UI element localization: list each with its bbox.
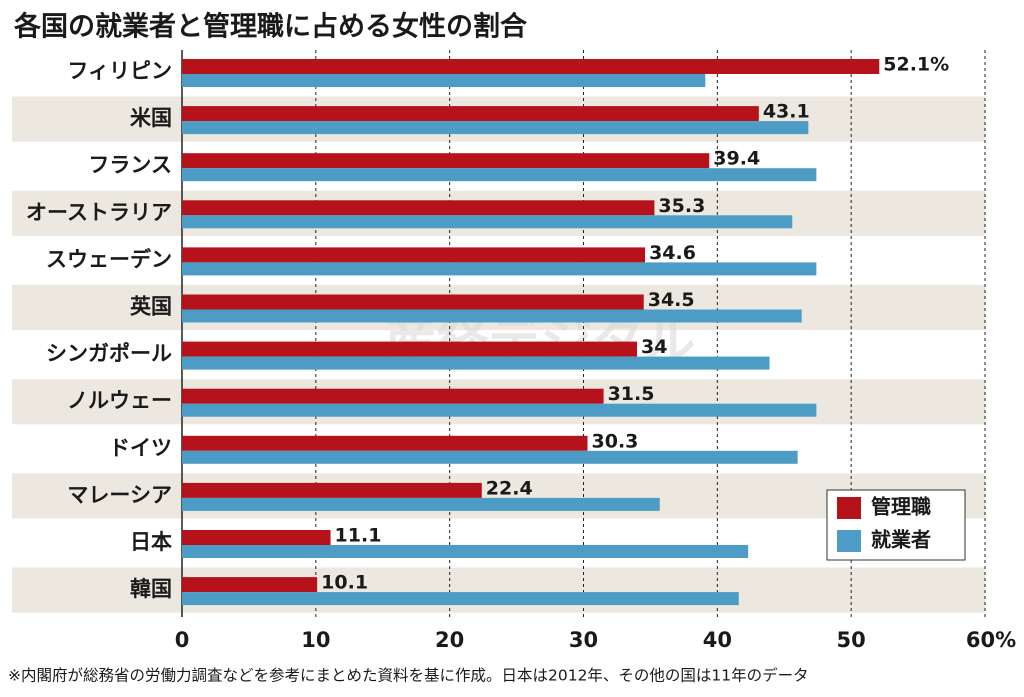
bar	[182, 497, 660, 511]
bar	[182, 450, 798, 464]
value-label: 39.4	[713, 148, 760, 170]
bar	[182, 74, 706, 87]
row-band	[12, 473, 985, 519]
bar	[182, 247, 646, 263]
category-label: スウェーデン	[46, 247, 172, 271]
category-label: フィリピン	[67, 59, 172, 83]
category-label: 韓国	[130, 577, 172, 601]
value-label: 34.6	[649, 242, 696, 264]
value-label: 30.3	[592, 430, 639, 452]
bar	[182, 121, 809, 135]
bar	[182, 592, 739, 606]
category-label: シンガポール	[46, 342, 172, 366]
bar	[182, 262, 817, 276]
x-tick-label: 50	[837, 628, 866, 652]
bar	[182, 545, 749, 558]
value-label: 22.4	[486, 477, 533, 499]
value-label: 34	[641, 336, 667, 358]
value-label: 31.5	[608, 383, 655, 405]
value-label: 52.1%	[883, 54, 949, 76]
value-label: 11.1	[335, 525, 382, 547]
row-band	[12, 567, 985, 613]
category-label: オーストラリア	[26, 200, 172, 224]
value-label: 43.1	[763, 101, 810, 123]
bar	[182, 577, 318, 593]
legend-label: 就業者	[871, 528, 931, 552]
bar	[182, 200, 655, 216]
bar	[182, 388, 604, 404]
bar	[182, 59, 880, 74]
bar	[182, 403, 817, 417]
value-label: 10.1	[321, 572, 368, 594]
bar	[182, 168, 817, 182]
x-tick-label: 0	[175, 628, 190, 652]
x-tick-label: 40	[703, 628, 732, 652]
bar	[182, 482, 482, 498]
category-label: ドイツ	[109, 436, 172, 460]
category-label: 英国	[130, 295, 172, 319]
x-tick-label: 20	[435, 628, 464, 652]
footnote: ※内閣府が総務省の労働力調査などを参考にまとめた資料を基に作成。日本は2012年…	[8, 666, 809, 685]
bar	[182, 309, 802, 323]
x-tick-label: 30	[569, 628, 598, 652]
bar	[182, 530, 331, 545]
value-label: 34.5	[648, 289, 695, 311]
category-label: 日本	[130, 530, 172, 554]
value-label: 35.3	[658, 195, 705, 217]
legend-label: 管理職	[871, 495, 931, 519]
bar	[182, 215, 793, 229]
chart-title: 各国の就業者と管理職に占める女性の割合	[13, 11, 527, 43]
bar	[182, 153, 710, 169]
category-label: フランス	[88, 153, 172, 177]
bar	[182, 356, 770, 370]
x-tick-label: 60%	[966, 628, 1016, 652]
legend-swatch	[837, 530, 861, 552]
category-label: マレーシア	[67, 483, 172, 507]
bar	[182, 294, 644, 310]
x-tick-label: 10	[301, 628, 330, 652]
bar	[182, 435, 588, 451]
bar	[182, 341, 638, 357]
category-label: 米国	[130, 106, 172, 130]
legend-swatch	[837, 497, 861, 519]
category-label: ノルウェー	[67, 389, 172, 413]
bar	[182, 106, 759, 122]
